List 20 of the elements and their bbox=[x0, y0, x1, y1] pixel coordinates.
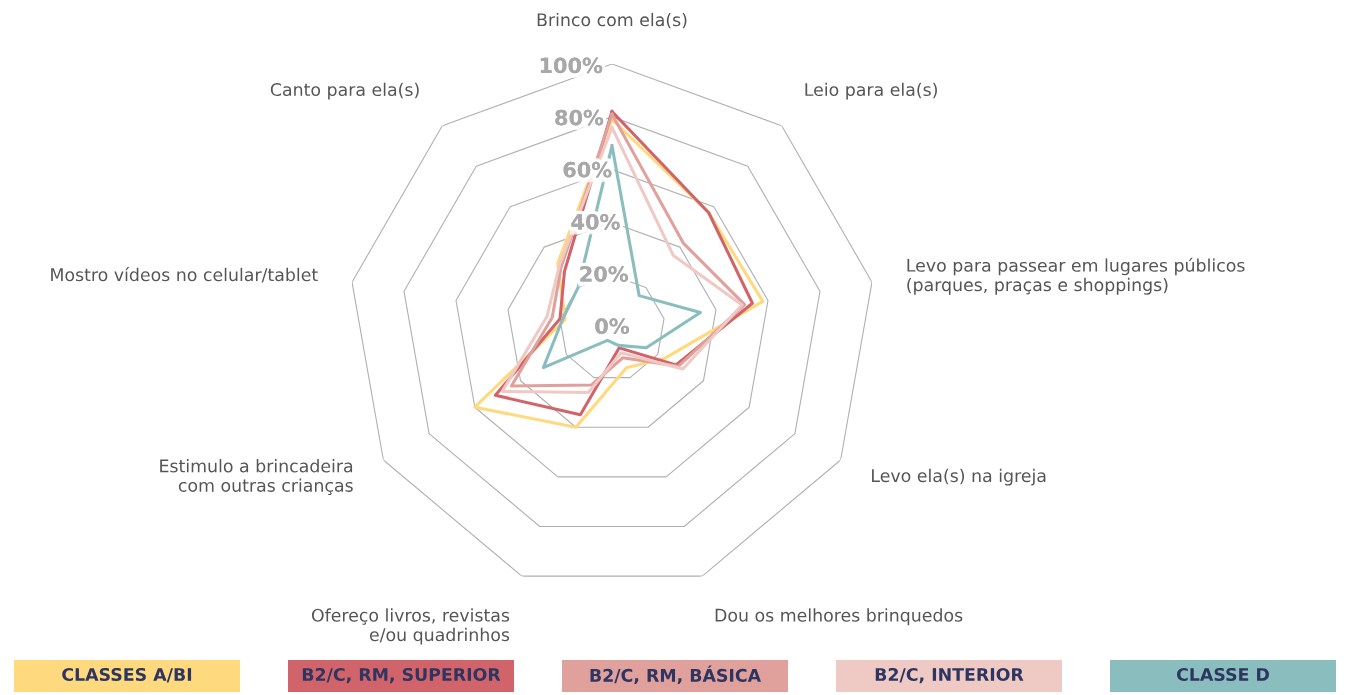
text: B2/C, INTERIOR bbox=[875, 667, 1024, 684]
spoke-label: Levo para passear em lugares públicos (parques, praças e shoppings) bbox=[907, 257, 1245, 295]
text: CLASSES A/BI bbox=[62, 667, 192, 683]
spoke-label: Levo ela(s) na igreja bbox=[872, 468, 1046, 486]
y-tick-label: 60% bbox=[563, 161, 612, 178]
spoke-label: Canto para ela(s) bbox=[270, 82, 419, 100]
spoke-label: Dou os melhores brinquedos bbox=[715, 608, 963, 626]
text: B2/C, RM, SUPERIOR bbox=[302, 667, 501, 684]
spoke-label: Mostro vídeos no celular/tablet bbox=[51, 267, 318, 283]
text: CLASSE D bbox=[1176, 667, 1269, 682]
spoke-label: Estimulo a brincadeira com outras crianças bbox=[160, 459, 353, 496]
y-tick-label: 0% bbox=[595, 318, 630, 335]
y-tick-label: 40% bbox=[571, 213, 620, 230]
y-tick-label: 100% bbox=[540, 57, 603, 74]
spoke-label: Brinco com ela(s) bbox=[537, 12, 687, 29]
y-tick-label: 20% bbox=[580, 266, 629, 282]
spoke-label: Leio para ela(s) bbox=[805, 82, 937, 100]
text: B2/C, RM, BÁSICA bbox=[590, 665, 761, 685]
spoke-label: Ofereço livros, revistas e/ou quadrinhos bbox=[311, 608, 510, 645]
y-tick-label: 80% bbox=[555, 109, 604, 126]
